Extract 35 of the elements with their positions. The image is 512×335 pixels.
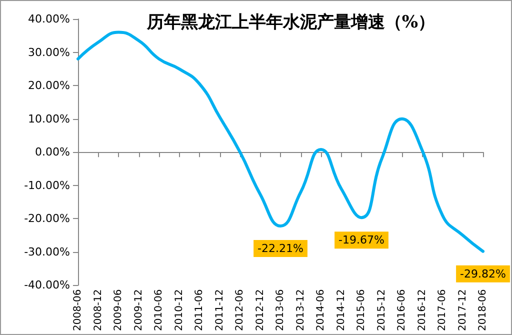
data-label: -19.67% [338,234,384,247]
y-tick-label: -30.00% [24,245,70,258]
x-tick-label: 2012-06 [234,289,246,332]
data-label: -29.82% [460,267,506,280]
x-tick-label: 2009-12 [133,289,144,332]
y-tick-label: 30.00% [28,46,70,59]
y-tick-label: 0.00% [35,146,70,159]
x-tick-label: 2011-06 [194,289,205,332]
x-tick-label: 2015-12 [376,289,388,332]
data-label: -22.21% [258,242,304,256]
x-tick-label: 2013-12 [295,289,306,332]
x-tick-label: 2010-12 [174,289,185,332]
x-tick-label: 2010-06 [154,289,164,332]
x-tick-label: 2015-06 [356,289,367,332]
chart-title: 历年黑龙江上半年水泥产量增速（%） [146,12,436,32]
x-tick-label: 2009-06 [113,289,124,332]
x-tick-label: 2017-12 [457,289,468,332]
x-tick-label: 2014-12 [336,289,347,332]
x-tick-label: 2018-06 [478,289,488,332]
y-tick-label: -40.00% [24,278,70,292]
y-tick-label: -20.00% [24,212,70,226]
x-tick-label: 2014-06 [316,289,326,332]
x-tick-label: 2008-06 [72,289,84,332]
x-tick-label: 2011-12 [214,289,226,332]
y-tick-label: 40.00% [28,12,70,26]
line-series [76,30,484,253]
y-tick-label: 10.00% [28,112,70,126]
x-tick-label: 2016-06 [396,289,408,332]
y-tick-label: 20.00% [28,79,70,92]
x-tick-label: 2016-12 [416,289,428,332]
x-tick-label: 2013-06 [275,289,286,332]
y-tick-label: -10.00% [24,178,70,192]
x-tick-label: 2017-06 [437,289,448,332]
x-tick-label: 2012-12 [254,289,266,332]
x-tick-label: 2008-12 [92,289,104,332]
